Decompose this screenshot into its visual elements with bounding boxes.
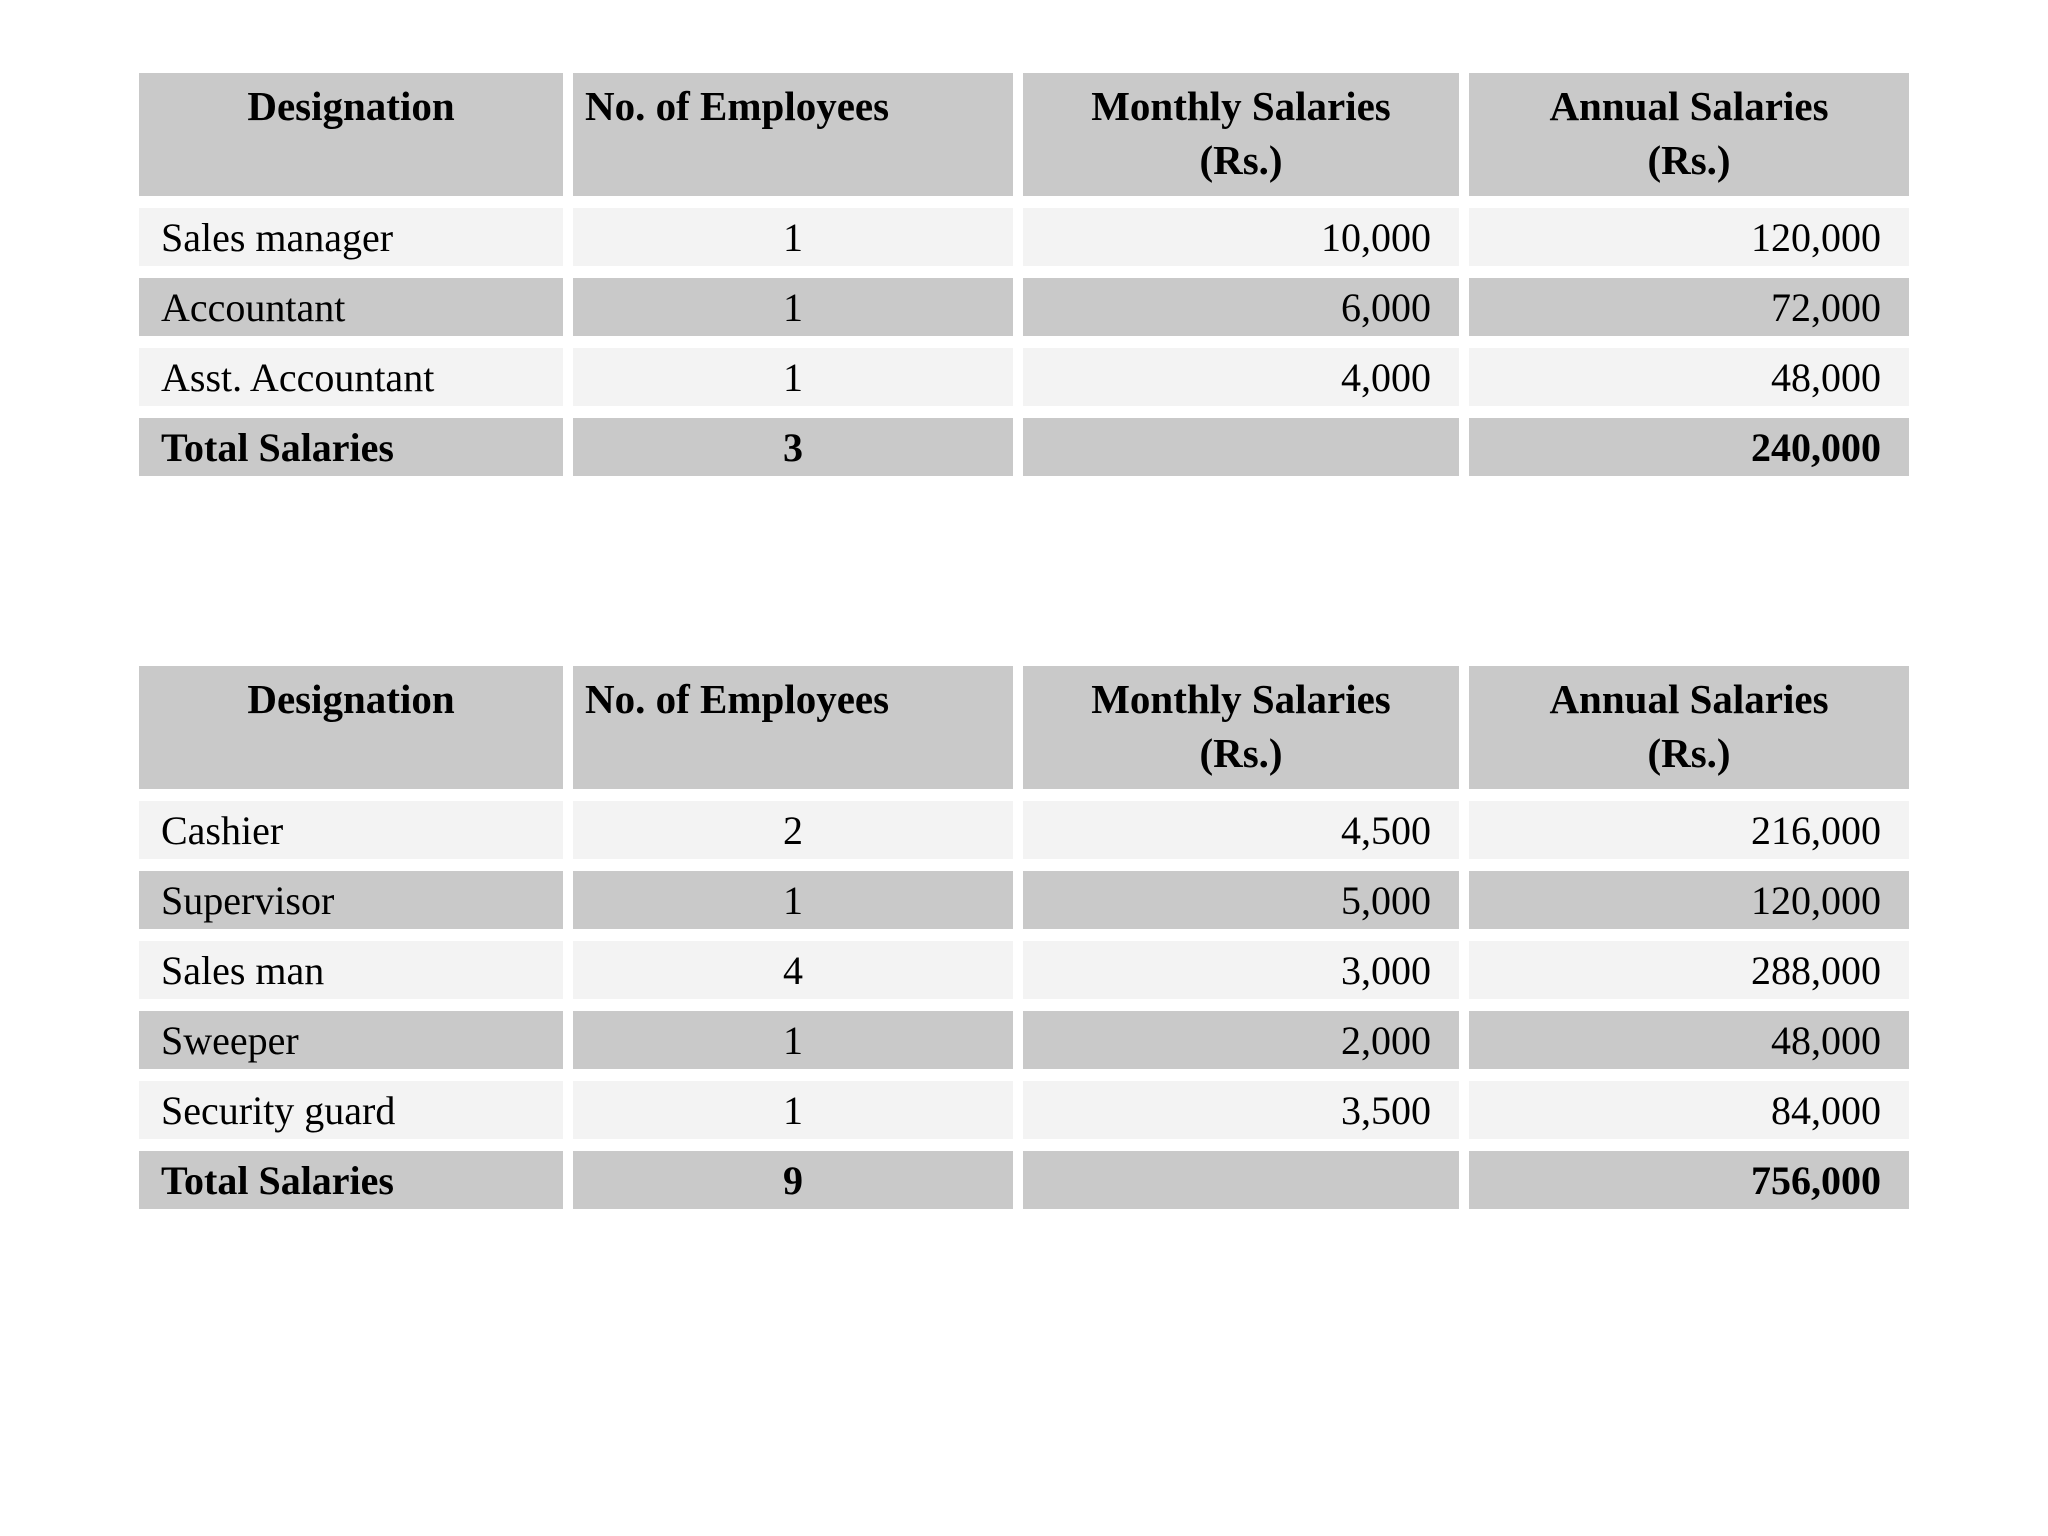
cell-employees: 2 (573, 801, 1013, 859)
cell-total-employees: 3 (573, 418, 1013, 476)
column-header-employees: No. of Employees (573, 666, 1013, 789)
column-header-unit: (Rs.) (1647, 730, 1731, 777)
table-row: Accountant 1 6,000 72,000 (139, 278, 1909, 336)
column-header-label: Annual Salaries (1549, 676, 1829, 722)
cell-employees: 4 (573, 941, 1013, 999)
cell-monthly-salary: 3,500 (1023, 1081, 1459, 1139)
cell-employees: 1 (573, 208, 1013, 266)
cell-monthly-salary: 4,000 (1023, 348, 1459, 406)
column-header-unit: (Rs.) (1647, 137, 1731, 184)
header-row: Designation No. of Employees Monthly Sal… (139, 666, 1909, 789)
salary-table-upper: Designation No. of Employees Monthly Sal… (129, 61, 1919, 488)
cell-employees: 1 (573, 1081, 1013, 1139)
salary-table-lower: Designation No. of Employees Monthly Sal… (129, 654, 1919, 1221)
cell-employees: 1 (573, 871, 1013, 929)
total-row: Total Salaries 3 240,000 (139, 418, 1909, 476)
cell-annual-salary: 120,000 (1469, 871, 1909, 929)
column-header-label: No. of Employees (585, 676, 890, 722)
cell-annual-salary: 72,000 (1469, 278, 1909, 336)
cell-designation: Sales man (139, 941, 563, 999)
cell-monthly-salary: 6,000 (1023, 278, 1459, 336)
cell-monthly-salary: 5,000 (1023, 871, 1459, 929)
column-header-annual-salaries: Annual Salaries (Rs.) (1469, 73, 1909, 196)
table-row: Cashier 2 4,500 216,000 (139, 801, 1909, 859)
column-header-employees: No. of Employees (573, 73, 1013, 196)
column-header-label: Designation (247, 676, 455, 722)
column-header-designation: Designation (139, 73, 563, 196)
cell-designation: Supervisor (139, 871, 563, 929)
cell-total-annual: 756,000 (1469, 1151, 1909, 1209)
cell-designation: Asst. Accountant (139, 348, 563, 406)
cell-total-label: Total Salaries (139, 1151, 563, 1209)
cell-annual-salary: 48,000 (1469, 348, 1909, 406)
column-header-label: Monthly Salaries (1091, 676, 1391, 722)
cell-total-annual: 240,000 (1469, 418, 1909, 476)
column-header-label: Designation (247, 83, 455, 129)
column-header-monthly-salaries: Monthly Salaries (Rs.) (1023, 73, 1459, 196)
column-header-label: Annual Salaries (1549, 83, 1829, 129)
cell-monthly-salary: 3,000 (1023, 941, 1459, 999)
column-header-unit: (Rs.) (1199, 730, 1283, 777)
cell-annual-salary: 216,000 (1469, 801, 1909, 859)
cell-monthly-salary: 4,500 (1023, 801, 1459, 859)
cell-designation: Accountant (139, 278, 563, 336)
cell-total-label: Total Salaries (139, 418, 563, 476)
column-header-monthly-salaries: Monthly Salaries (Rs.) (1023, 666, 1459, 789)
cell-employees: 1 (573, 278, 1013, 336)
column-header-designation: Designation (139, 666, 563, 789)
cell-employees: 1 (573, 1011, 1013, 1069)
cell-total-monthly (1023, 418, 1459, 476)
column-header-annual-salaries: Annual Salaries (Rs.) (1469, 666, 1909, 789)
table-row: Security guard 1 3,500 84,000 (139, 1081, 1909, 1139)
cell-monthly-salary: 2,000 (1023, 1011, 1459, 1069)
cell-designation: Sweeper (139, 1011, 563, 1069)
table-row: Supervisor 1 5,000 120,000 (139, 871, 1909, 929)
column-header-label: Monthly Salaries (1091, 83, 1391, 129)
cell-designation: Security guard (139, 1081, 563, 1139)
cell-annual-salary: 288,000 (1469, 941, 1909, 999)
column-header-unit: (Rs.) (1199, 137, 1283, 184)
table-row: Sales man 4 3,000 288,000 (139, 941, 1909, 999)
cell-designation: Sales manager (139, 208, 563, 266)
cell-total-employees: 9 (573, 1151, 1013, 1209)
table-row: Sales manager 1 10,000 120,000 (139, 208, 1909, 266)
cell-annual-salary: 48,000 (1469, 1011, 1909, 1069)
column-header-label: No. of Employees (585, 83, 890, 129)
cell-total-monthly (1023, 1151, 1459, 1209)
cell-annual-salary: 120,000 (1469, 208, 1909, 266)
cell-designation: Cashier (139, 801, 563, 859)
table-row: Sweeper 1 2,000 48,000 (139, 1011, 1909, 1069)
cell-monthly-salary: 10,000 (1023, 208, 1459, 266)
header-row: Designation No. of Employees Monthly Sal… (139, 73, 1909, 196)
cell-annual-salary: 84,000 (1469, 1081, 1909, 1139)
table-row: Asst. Accountant 1 4,000 48,000 (139, 348, 1909, 406)
total-row: Total Salaries 9 756,000 (139, 1151, 1909, 1209)
cell-employees: 1 (573, 348, 1013, 406)
